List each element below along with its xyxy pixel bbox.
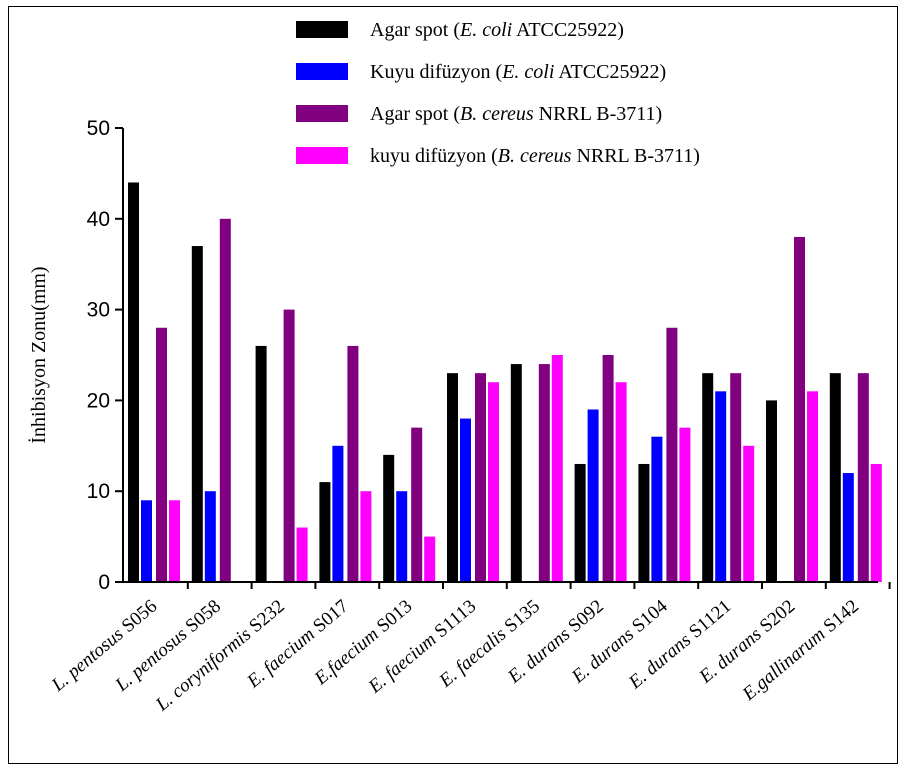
- bar: [396, 491, 408, 582]
- bar: [807, 391, 818, 582]
- y-tick-label: 0: [98, 571, 110, 594]
- bar: [679, 427, 691, 582]
- bar: [730, 373, 742, 582]
- bar: [666, 327, 678, 582]
- bar: [383, 454, 395, 582]
- bar: [447, 373, 458, 582]
- y-tick-label: 50: [87, 117, 110, 140]
- bar: [255, 345, 267, 582]
- legend-swatch: [296, 63, 348, 80]
- bar: [319, 482, 331, 582]
- bar: [156, 327, 167, 582]
- bar: [360, 491, 372, 582]
- bar: [842, 473, 854, 582]
- bar: [475, 373, 486, 582]
- legend-label: Agar spot (B. cereus NRRL B-3711): [370, 103, 662, 125]
- bar: [638, 463, 650, 582]
- x-tick-label: E.gallinarum S142: [738, 596, 863, 706]
- bar: [615, 382, 627, 582]
- bar: [857, 373, 869, 582]
- legend-swatch: [296, 21, 348, 38]
- bar: [794, 236, 805, 582]
- y-tick-label: 30: [87, 299, 110, 322]
- bar: [574, 463, 586, 582]
- bar: [829, 373, 841, 582]
- bar: [424, 536, 436, 582]
- legend-label: Kuyu difüzyon (E. coli ATCC25922): [370, 61, 666, 83]
- y-tick-label: 20: [87, 389, 110, 412]
- bar: [702, 373, 714, 582]
- bar: [219, 218, 231, 583]
- bar: [651, 436, 663, 582]
- bar: [743, 445, 755, 582]
- y-tick-label: 10: [87, 480, 110, 503]
- legend-label: Agar spot (E. coli ATCC25922): [370, 19, 624, 41]
- bar: [283, 309, 295, 582]
- legend-swatch: [296, 147, 348, 164]
- bar: [488, 382, 499, 582]
- bar: [460, 418, 471, 582]
- bar: [204, 491, 216, 582]
- bar: [715, 391, 727, 582]
- x-tick-label: L. pentosus S056: [47, 596, 161, 697]
- bar: [602, 355, 614, 582]
- bar: [411, 427, 423, 582]
- bar: [870, 463, 882, 582]
- x-tick-label: E. faecium S1113: [364, 596, 480, 698]
- x-tick-label: L. pentosus S058: [111, 596, 225, 697]
- bar: [347, 345, 359, 582]
- legend: Agar spot (E. coli ATCC25922) Kuyu difüzy…: [296, 19, 700, 167]
- bar: [551, 355, 563, 582]
- legend-swatch: [296, 105, 348, 122]
- bar: [141, 500, 152, 582]
- axes: [122, 128, 878, 583]
- bar: [510, 364, 522, 582]
- bars: [128, 182, 882, 583]
- bar: [538, 364, 550, 582]
- bar: [296, 527, 308, 582]
- y-ticks: 0 10 20 30 40 50: [87, 117, 123, 594]
- bar: [766, 400, 777, 582]
- bar: [169, 500, 180, 582]
- y-tick-label: 40: [87, 208, 110, 231]
- bar: [587, 409, 599, 582]
- legend-label: kuyu difüzyon (B. cereus NRRL B-3711): [370, 145, 700, 167]
- y-axis-label: İnhibisyon Zonu(mm): [27, 266, 50, 443]
- bar: [191, 246, 203, 583]
- bar: [332, 445, 344, 582]
- bar: [128, 182, 139, 583]
